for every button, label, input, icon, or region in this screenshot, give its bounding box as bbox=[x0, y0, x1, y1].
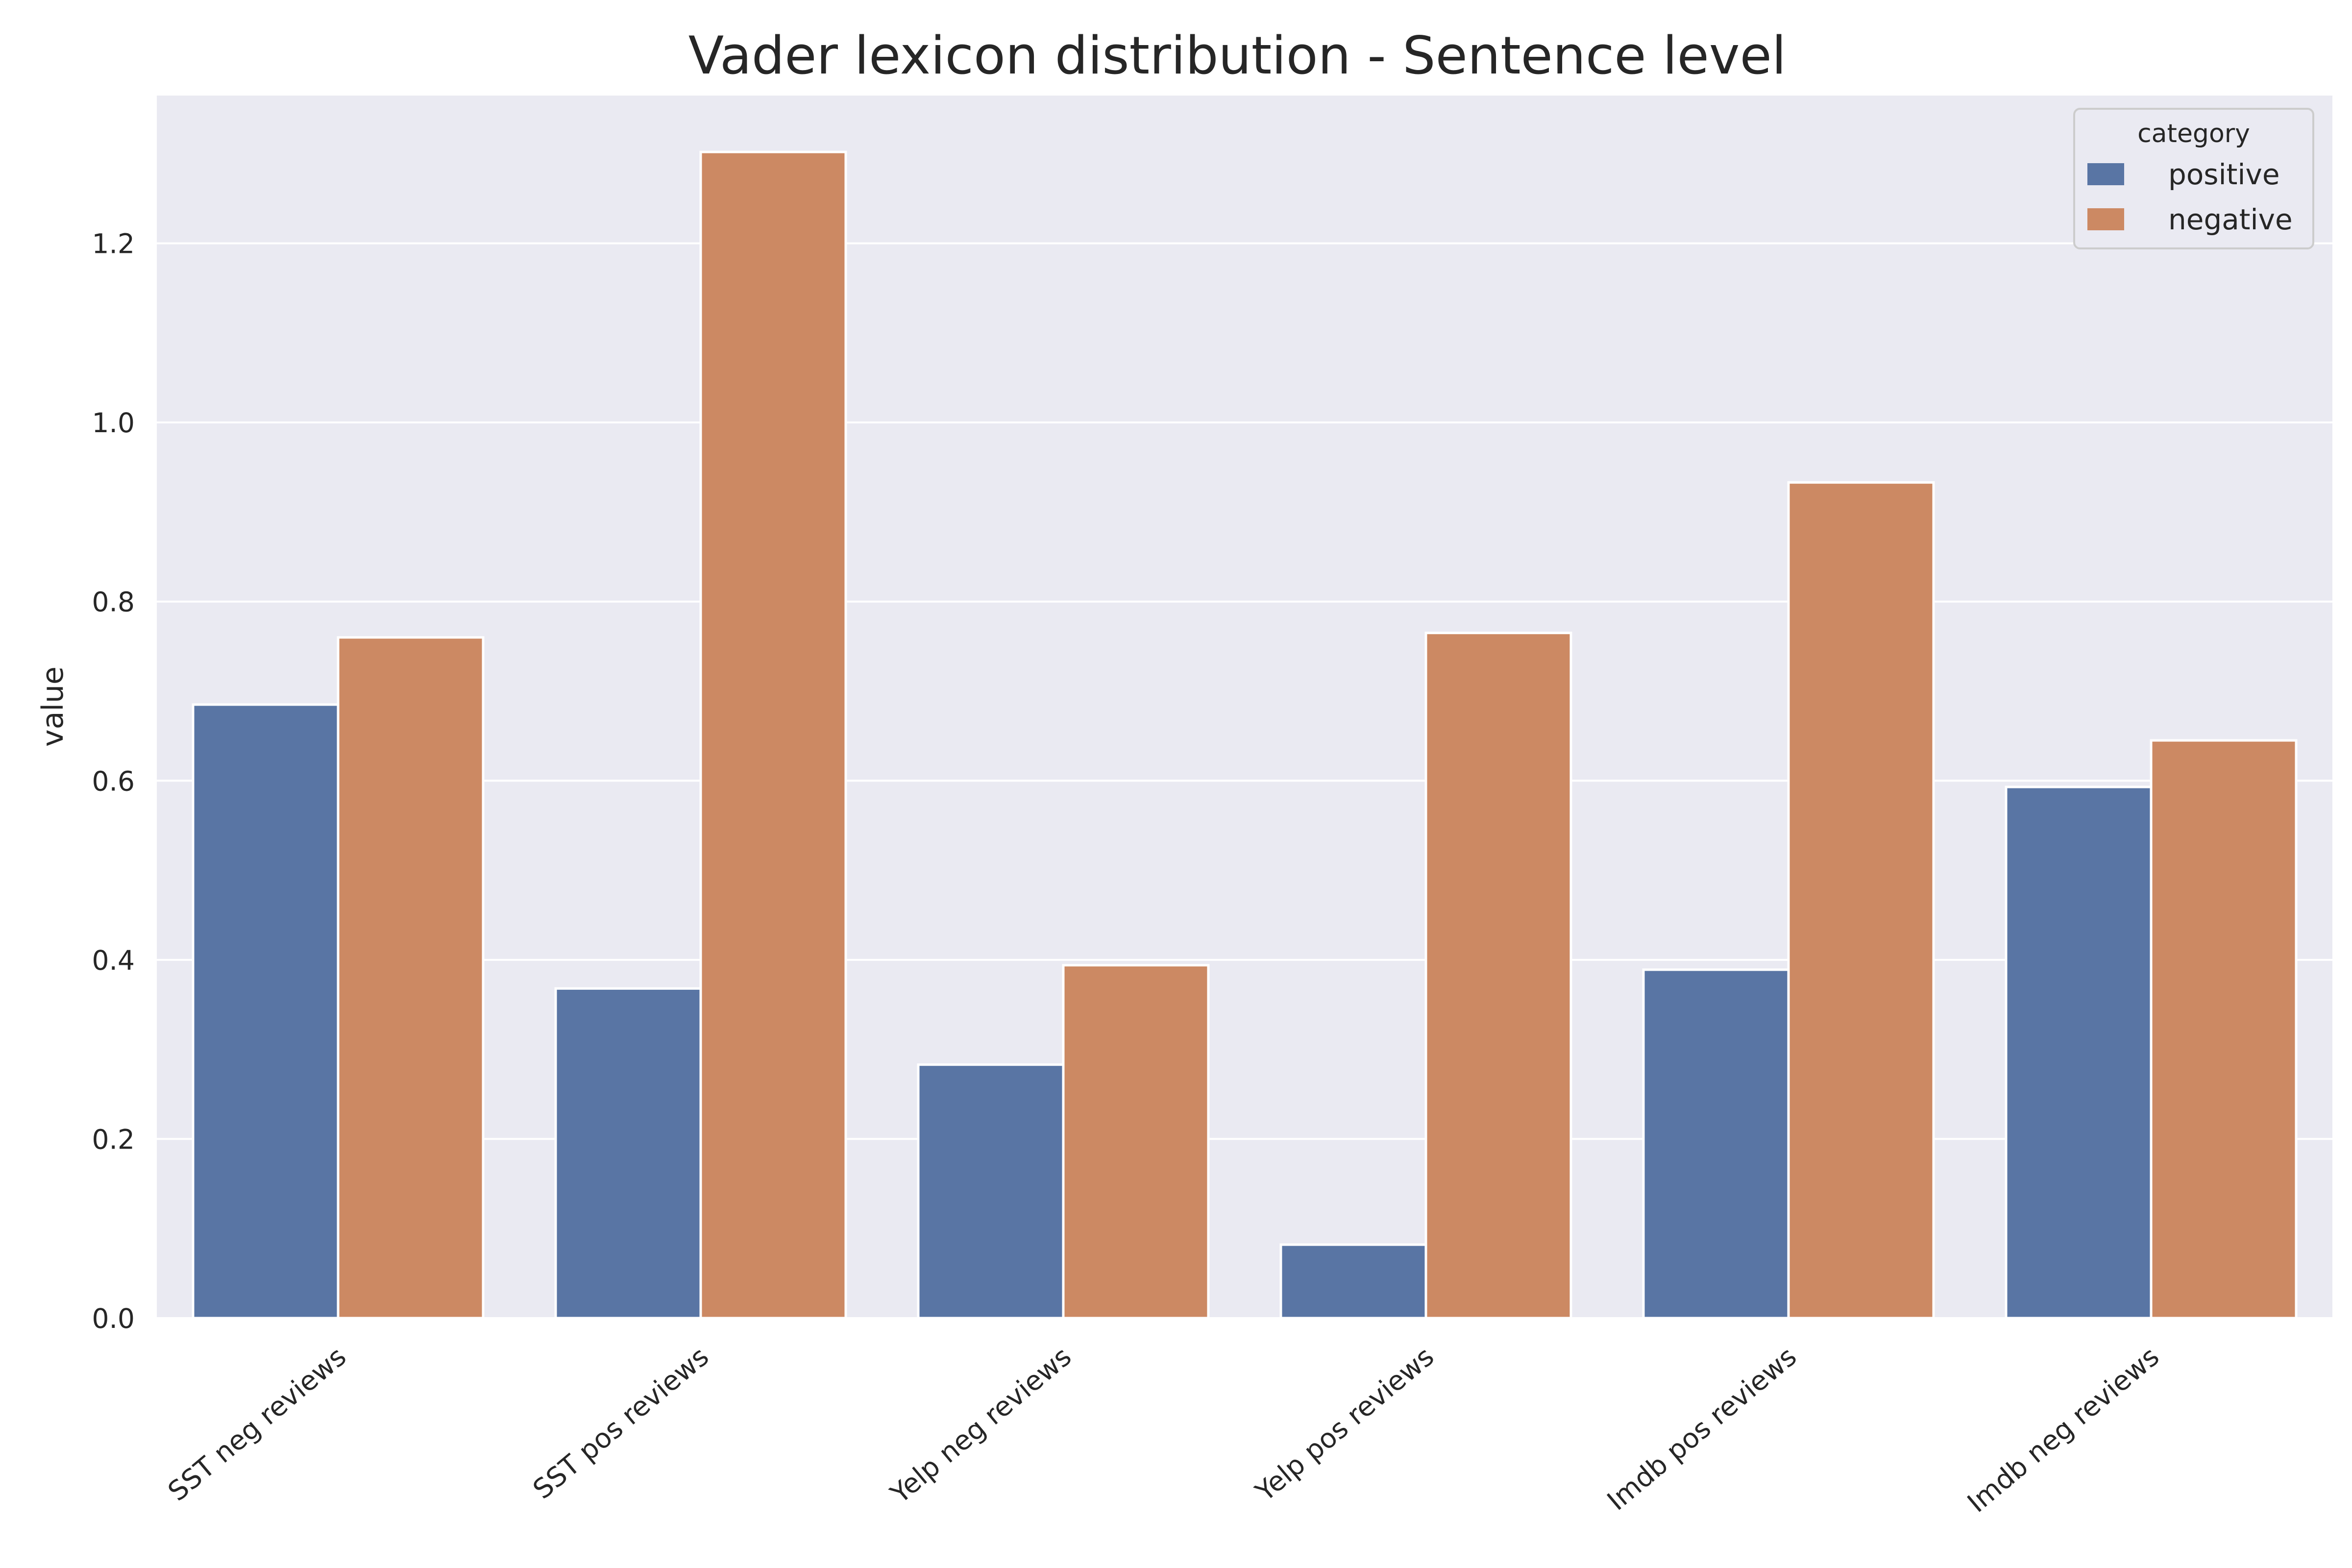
y-tick-label: 1.0 bbox=[92, 407, 135, 439]
y-tick-label: 0.4 bbox=[92, 945, 135, 976]
x-tick-label: SST neg reviews bbox=[162, 1341, 352, 1507]
x-axis: SST neg reviews SST pos reviews Yelp neg r… bbox=[162, 1341, 2165, 1519]
bar-positive-3 bbox=[917, 1063, 1065, 1320]
grid-lines bbox=[157, 242, 2332, 1319]
x-tick-label: Imdb pos reviews bbox=[1601, 1341, 1803, 1517]
legend-label-positive: positive bbox=[2168, 158, 2280, 191]
y-tick-label: 0.6 bbox=[92, 765, 135, 797]
bar-negative-4 bbox=[1424, 632, 1572, 1320]
y-tick-label: 1.2 bbox=[92, 228, 135, 260]
x-tick-label: Yelp pos reviews bbox=[1249, 1341, 1440, 1508]
bars bbox=[192, 150, 2298, 1320]
x-tick-label: Yelp neg reviews bbox=[884, 1341, 1077, 1510]
y-tick-label: 0.8 bbox=[92, 587, 135, 618]
bar-negative-2 bbox=[699, 150, 847, 1320]
y-axis-label: value bbox=[36, 666, 70, 747]
y-tick-label: 0.2 bbox=[92, 1124, 135, 1155]
plot-area bbox=[157, 96, 2332, 1318]
legend-title: category bbox=[2137, 119, 2250, 148]
bar-negative-1 bbox=[337, 636, 485, 1320]
legend-box bbox=[2073, 108, 2314, 249]
chart-title: Vader lexicon distribution - Sentence le… bbox=[688, 25, 1787, 86]
x-tick-label: SST pos reviews bbox=[527, 1341, 714, 1505]
x-tick-label: Imdb neg reviews bbox=[1961, 1341, 2165, 1519]
bar-positive-4 bbox=[1279, 1243, 1427, 1320]
y-tick-label: 0.0 bbox=[92, 1303, 135, 1334]
bar-positive-5 bbox=[1642, 968, 1790, 1320]
legend-swatch-negative bbox=[2087, 208, 2124, 230]
y-axis: 0.0 0.2 0.4 0.6 0.8 1.0 1.2 bbox=[92, 228, 135, 1334]
bar-positive-1 bbox=[192, 703, 340, 1320]
bar-negative-3 bbox=[1062, 964, 1210, 1320]
legend-swatch-positive bbox=[2087, 163, 2124, 185]
bar-negative-5 bbox=[1787, 481, 1935, 1320]
bar-positive-6 bbox=[2005, 785, 2153, 1320]
legend: category positive negative bbox=[2073, 108, 2314, 249]
legend-label-negative: negative bbox=[2168, 203, 2293, 236]
bar-positive-2 bbox=[554, 987, 702, 1320]
bar-negative-6 bbox=[2150, 739, 2298, 1320]
